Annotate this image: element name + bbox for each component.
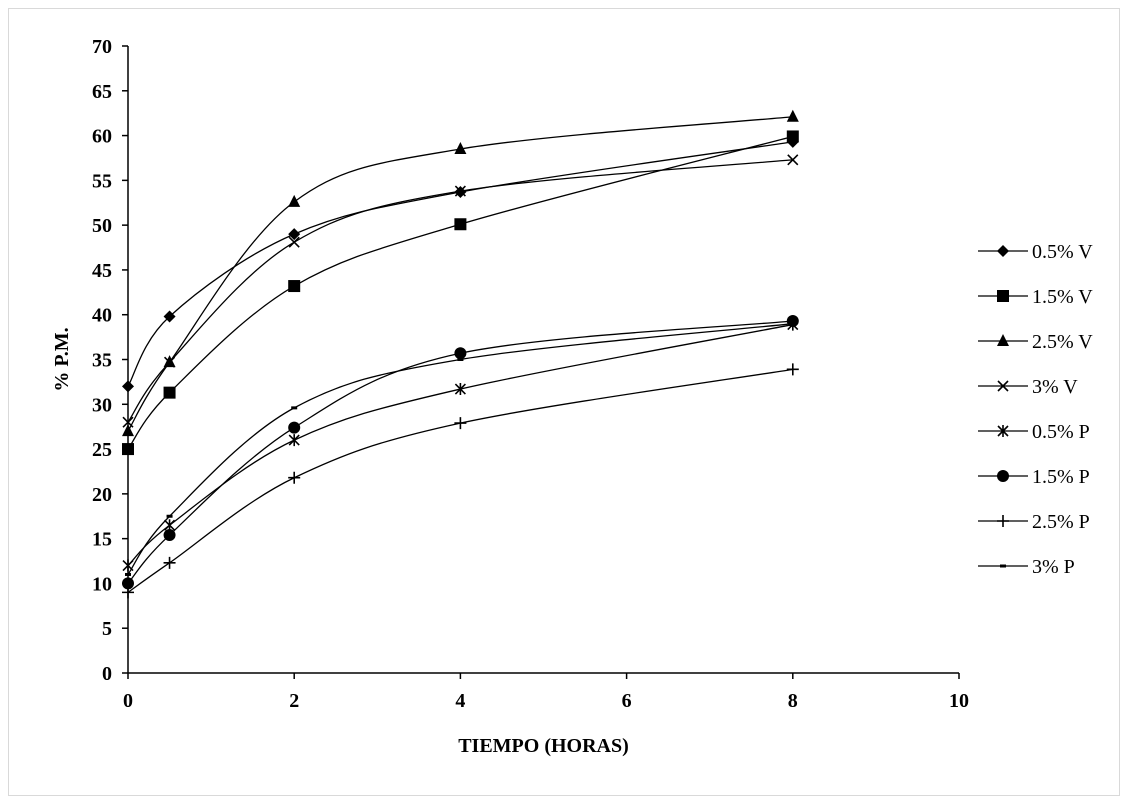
series-line — [127, 159, 793, 423]
x-tick-label: 10 — [949, 690, 969, 712]
legend-item: 2.5% P — [978, 511, 1090, 533]
series-3-v — [122, 154, 799, 428]
dash-marker — [125, 572, 131, 576]
x-marker — [454, 185, 466, 197]
diamond-marker — [163, 310, 176, 323]
y-axis-ticks: 0 5 10 15 20 25 30 35 40 45 50 55 60 65 70 — [92, 36, 128, 685]
square-marker — [288, 280, 301, 293]
legend-item: 3% V — [978, 376, 1078, 398]
square-marker — [122, 443, 134, 456]
y-tick-label: 20 — [92, 484, 112, 506]
y-tick-label: 15 — [92, 529, 112, 551]
y-tick-label: 40 — [92, 305, 112, 327]
diamond-marker — [288, 228, 301, 241]
diamond-marker — [122, 380, 134, 393]
circle-marker — [997, 470, 1009, 482]
square-marker — [786, 130, 799, 143]
diamond-marker — [997, 245, 1009, 257]
y-axis-title: % P.M. — [51, 327, 73, 391]
legend-item: 0.5% V — [978, 241, 1093, 263]
plus-marker — [454, 417, 467, 430]
series-3-p — [125, 322, 796, 576]
y-tick-label: 55 — [92, 170, 112, 192]
legend-label: 2.5% V — [1032, 331, 1093, 353]
legend-item: 1.5% P — [978, 466, 1090, 488]
x-tick-label: 6 — [622, 690, 632, 712]
circle-marker — [163, 529, 176, 542]
y-tick-label: 5 — [102, 618, 112, 640]
series-line — [127, 135, 793, 450]
x-tick-label: 0 — [123, 690, 133, 712]
y-tick-label: 35 — [92, 350, 112, 372]
series-line — [127, 323, 793, 575]
star-marker — [454, 383, 466, 396]
x-marker — [997, 380, 1009, 392]
dash-marker — [457, 358, 464, 361]
dash-marker — [1000, 564, 1006, 568]
x-tick-label: 2 — [289, 690, 299, 712]
series-layer — [122, 109, 799, 599]
x-axis-title: TIEMPO (HORAS) — [458, 735, 629, 757]
y-tick-label: 45 — [92, 260, 112, 282]
legend: 0.5% V 1.5% V 2.5% V 3% V 0.5% P 1.5% P 2.5% P… — [978, 241, 1093, 578]
legend-item: 1.5% V — [978, 286, 1093, 308]
x-marker — [122, 416, 134, 428]
dash-marker — [789, 322, 796, 326]
square-marker — [454, 218, 467, 231]
x-tick-label: 8 — [788, 690, 798, 712]
dash-marker — [166, 514, 173, 518]
star-marker — [997, 425, 1009, 437]
legend-label: 2.5% P — [1032, 511, 1090, 533]
y-tick-label: 30 — [92, 394, 112, 416]
square-marker — [997, 290, 1009, 302]
x-marker — [163, 356, 176, 368]
legend-label: 1.5% P — [1032, 466, 1090, 488]
dash-marker — [291, 406, 298, 410]
plus-marker — [997, 515, 1009, 527]
plus-marker — [163, 556, 176, 569]
circle-marker — [122, 577, 134, 590]
legend-item: 3% P — [978, 556, 1075, 578]
triangle-marker — [288, 194, 301, 207]
plus-marker — [122, 586, 134, 599]
y-tick-label: 60 — [92, 126, 112, 148]
x-marker — [787, 154, 799, 166]
axes — [127, 46, 959, 674]
triangle-marker — [786, 109, 799, 122]
legend-label: 1.5% V — [1032, 286, 1093, 308]
legend-label: 0.5% P — [1032, 421, 1090, 443]
x-marker — [288, 236, 300, 248]
y-tick-label: 70 — [92, 36, 112, 58]
triangle-marker — [454, 142, 467, 155]
y-tick-label: 65 — [92, 81, 112, 103]
circle-marker — [288, 421, 301, 434]
legend-label: 3% V — [1032, 376, 1078, 398]
y-tick-label: 0 — [102, 663, 112, 685]
plus-marker — [786, 363, 799, 376]
series-1-5-v — [122, 130, 799, 456]
legend-item: 2.5% V — [978, 331, 1093, 353]
star-marker — [288, 434, 300, 447]
y-tick-label: 25 — [92, 439, 112, 461]
series-2-5-p — [122, 363, 799, 599]
circle-marker — [454, 347, 467, 360]
x-tick-label: 4 — [455, 690, 465, 712]
triangle-marker — [122, 424, 134, 437]
series-1-5-p — [122, 314, 799, 590]
plus-marker — [288, 471, 301, 484]
circle-marker — [786, 314, 799, 327]
triangle-marker — [997, 334, 1009, 346]
legend-label: 0.5% V — [1032, 241, 1093, 263]
x-axis-ticks: 0 2 4 6 8 10 — [123, 673, 969, 712]
chart-frame — [8, 8, 1120, 796]
legend-label: 3% P — [1032, 556, 1075, 578]
legend-item: 0.5% P — [978, 421, 1090, 443]
square-marker — [163, 386, 176, 399]
y-tick-label: 10 — [92, 573, 112, 595]
y-tick-label: 50 — [92, 215, 112, 237]
